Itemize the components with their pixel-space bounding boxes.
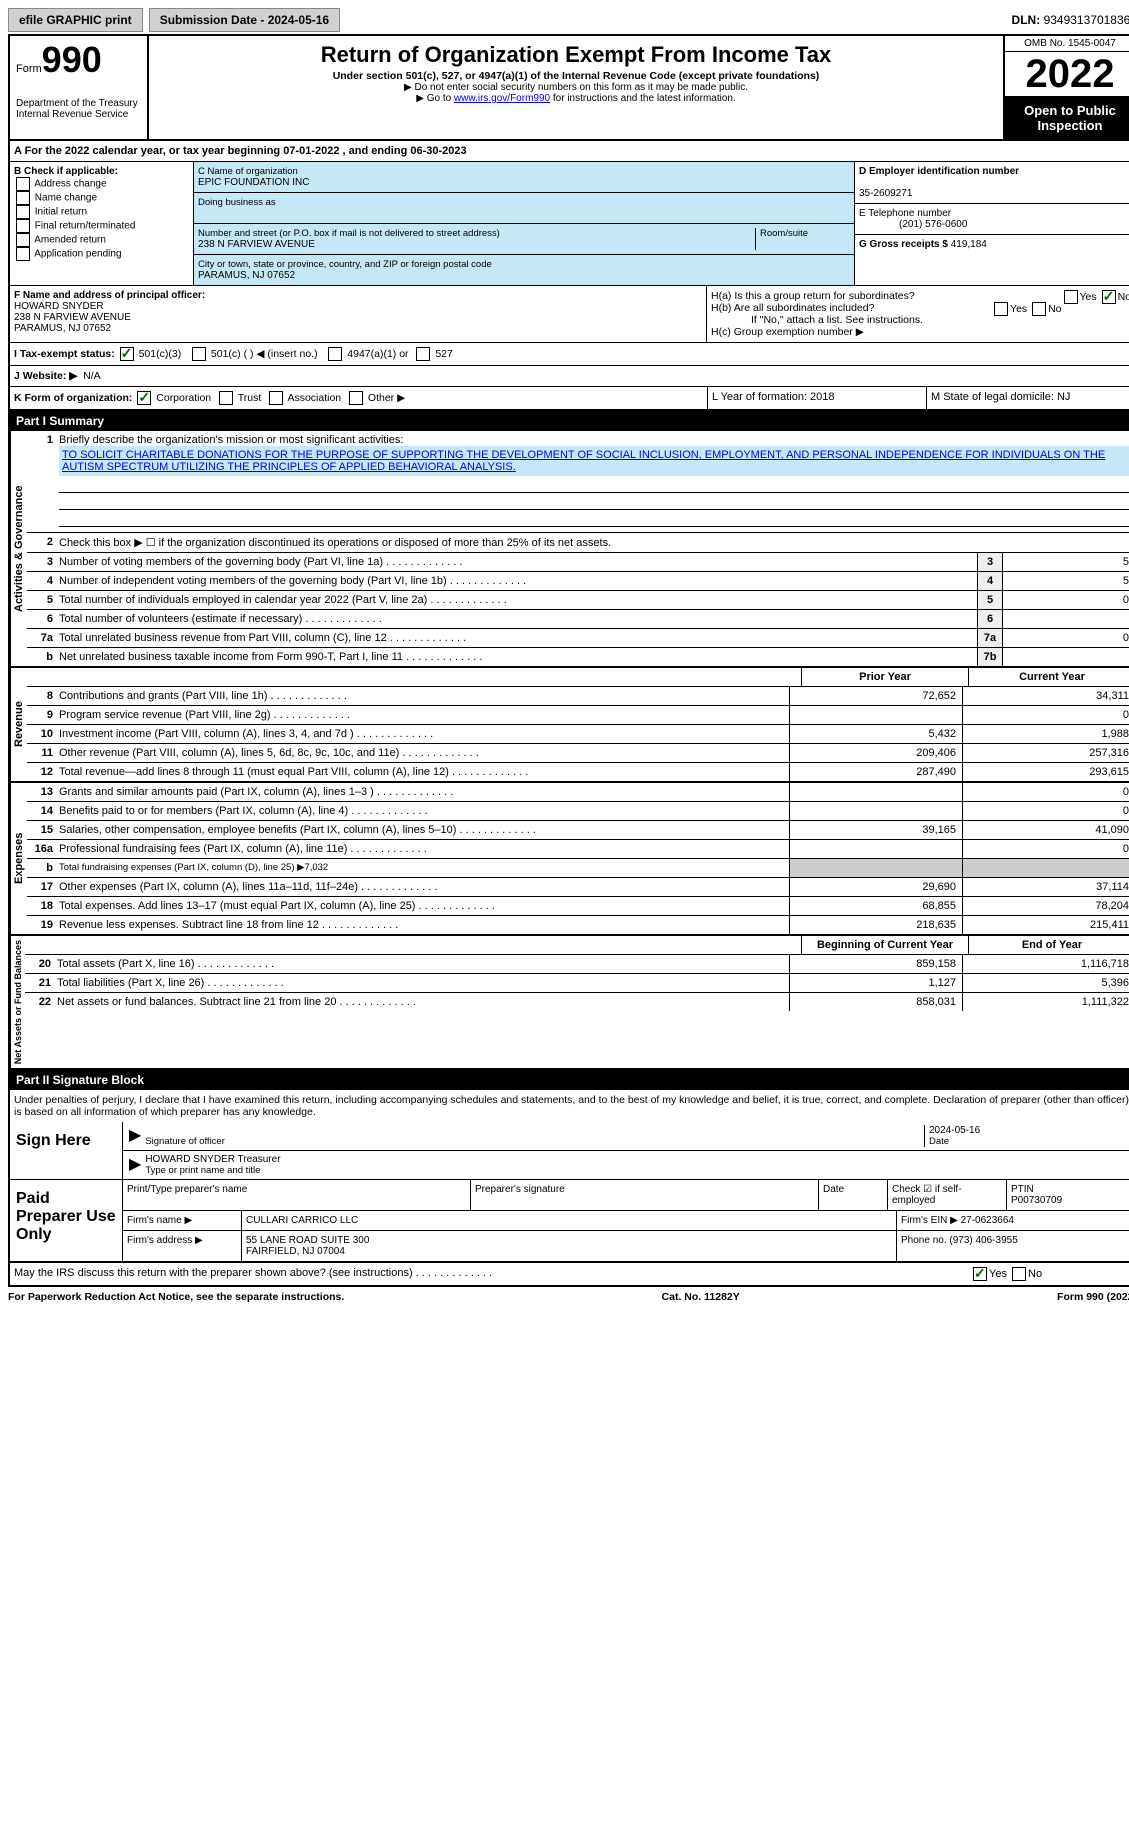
header-right: OMB No. 1545-0047 2022 Open to Public In…: [1003, 36, 1129, 139]
may-discuss: May the IRS discuss this return with the…: [10, 1263, 967, 1285]
box-c: C Name of organizationEPIC FOUNDATION IN…: [194, 162, 855, 285]
part1-header: Part I Summary: [8, 411, 1129, 431]
form-title: Return of Organization Exempt From Incom…: [153, 42, 999, 68]
footer-left: For Paperwork Reduction Act Notice, see …: [8, 1291, 344, 1303]
submission-date-button[interactable]: Submission Date - 2024-05-16: [149, 8, 340, 32]
line-a: A For the 2022 calendar year, or tax yea…: [10, 141, 471, 161]
line-k: K Form of organization: Corporation Trus…: [10, 387, 707, 409]
footer-right: Form 990 (2022): [1057, 1291, 1129, 1303]
part2-header: Part II Signature Block: [8, 1070, 1129, 1090]
declaration: Under penalties of perjury, I declare th…: [8, 1090, 1129, 1122]
footer-center: Cat. No. 11282Y: [662, 1291, 740, 1303]
tab-expenses: Expenses: [10, 783, 27, 934]
tab-revenue: Revenue: [10, 668, 27, 781]
tab-activities: Activities & Governance: [10, 431, 27, 666]
irs-link[interactable]: www.irs.gov/Form990: [454, 93, 550, 104]
box-d: D Employer identification number35-26092…: [855, 162, 1129, 285]
tax-exempt-status: I Tax-exempt status: 501(c)(3) 501(c) ( …: [10, 343, 457, 365]
box-f: F Name and address of principal officer:…: [10, 286, 707, 342]
box-b: B Check if applicable: Address change Na…: [10, 162, 194, 285]
header-center: Return of Organization Exempt From Incom…: [149, 36, 1003, 139]
tab-netassets: Net Assets or Fund Balances: [10, 936, 25, 1068]
mission-text: TO SOLICIT CHARITABLE DONATIONS FOR THE …: [59, 446, 1129, 476]
efile-print-button[interactable]: efile GRAPHIC print: [8, 8, 143, 32]
paid-preparer-label: Paid Preparer Use Only: [10, 1180, 123, 1261]
box-h: H(a) Is this a group return for subordin…: [707, 286, 1129, 342]
sign-here-label: Sign Here: [10, 1122, 123, 1179]
form-id-box: Form990 Department of the Treasury Inter…: [10, 36, 149, 139]
line-j: J Website: ▶ N/A: [10, 366, 105, 386]
dln-label: DLN: 93493137018364: [1012, 13, 1129, 27]
